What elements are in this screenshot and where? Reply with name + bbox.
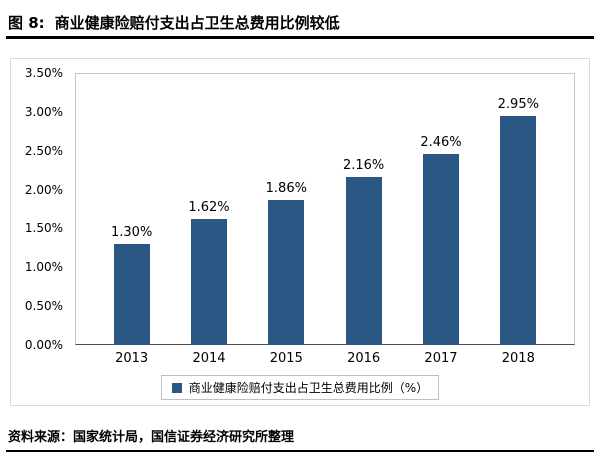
bar <box>268 200 305 345</box>
y-axis: 0.00% 0.50% 1.00% 1.50% 2.00% 2.50% 3.00% 3.50% <box>11 66 69 352</box>
figure-number: 图 8: <box>8 14 45 32</box>
bar-value-label: 1.86% <box>265 181 307 197</box>
legend-item: 商业健康险赔付支出占卫生总费用比例（%） <box>160 375 440 400</box>
legend: 商业健康险赔付支出占卫生总费用比例（%） <box>11 375 589 400</box>
y-axis-tick-label: 0.00% <box>24 338 63 352</box>
x-axis-tick-label: 2013 <box>115 351 149 366</box>
legend-label: 商业健康险赔付支出占卫生总费用比例（%） <box>188 381 429 395</box>
bar <box>345 177 382 345</box>
bars: 1.30% 1.62% 1.86% 2.16% 2.46% 2.95% <box>75 73 575 345</box>
bar-column: 1.62% <box>170 73 247 345</box>
y-axis-tick-label: 3.50% <box>24 66 63 80</box>
bar-value-label: 2.16% <box>342 158 385 174</box>
bar-value-label: 1.30% <box>111 224 153 240</box>
bar-chart: 0.00% 0.50% 1.00% 1.50% 2.00% 2.50% 3.00% 3.50%… <box>10 58 590 406</box>
figure-title-text: 商业健康险赔付支出占卫生总费用比例较低 <box>54 14 340 32</box>
x-axis-tick-label: 2015 <box>269 351 303 366</box>
plot-border <box>75 73 575 345</box>
footer-rule <box>6 450 594 452</box>
legend-swatch <box>171 382 182 393</box>
y-axis-tick-label: 0.50% <box>24 299 63 314</box>
source-note: 资料来源：国家统计局，国信证券经济研究所整理 <box>8 430 295 445</box>
x-axis-tick-label: 2018 <box>501 351 535 366</box>
bar-value-label: 2.46% <box>420 134 462 150</box>
bar <box>422 153 459 345</box>
figure-title: 图 8: 商业健康险赔付支出占卫生总费用比例较低 <box>8 12 592 33</box>
x-axis-tick-label: 2017 <box>424 351 458 366</box>
y-axis-tick-label: 1.00% <box>24 260 63 275</box>
y-axis-tick-label: 2.50% <box>24 143 63 158</box>
y-axis-tick-label: 2.00% <box>24 182 63 197</box>
x-axis: 2013 2014 2015 2016 2017 2018 <box>75 351 575 371</box>
bar <box>190 219 227 345</box>
title-underline-rule <box>6 36 594 39</box>
bar-value-label: 1.62% <box>188 200 230 216</box>
bar-value-label: 2.95% <box>497 96 539 112</box>
bar-column: 2.95% <box>480 73 557 345</box>
bar-column: 1.86% <box>248 73 325 345</box>
bar-column: 2.46% <box>402 73 479 345</box>
bar-column: 1.30% <box>93 73 170 345</box>
bar <box>500 115 537 345</box>
y-axis-tick-label: 1.50% <box>24 221 63 236</box>
bar-column: 2.16% <box>325 73 402 345</box>
bar <box>113 243 150 345</box>
x-axis-tick-label: 2014 <box>192 351 226 366</box>
x-axis-tick-label: 2016 <box>347 351 381 366</box>
plot-area: 1.30% 1.62% 1.86% 2.16% 2.46% 2.95% <box>75 73 575 345</box>
y-axis-tick-label: 3.00% <box>24 104 63 119</box>
